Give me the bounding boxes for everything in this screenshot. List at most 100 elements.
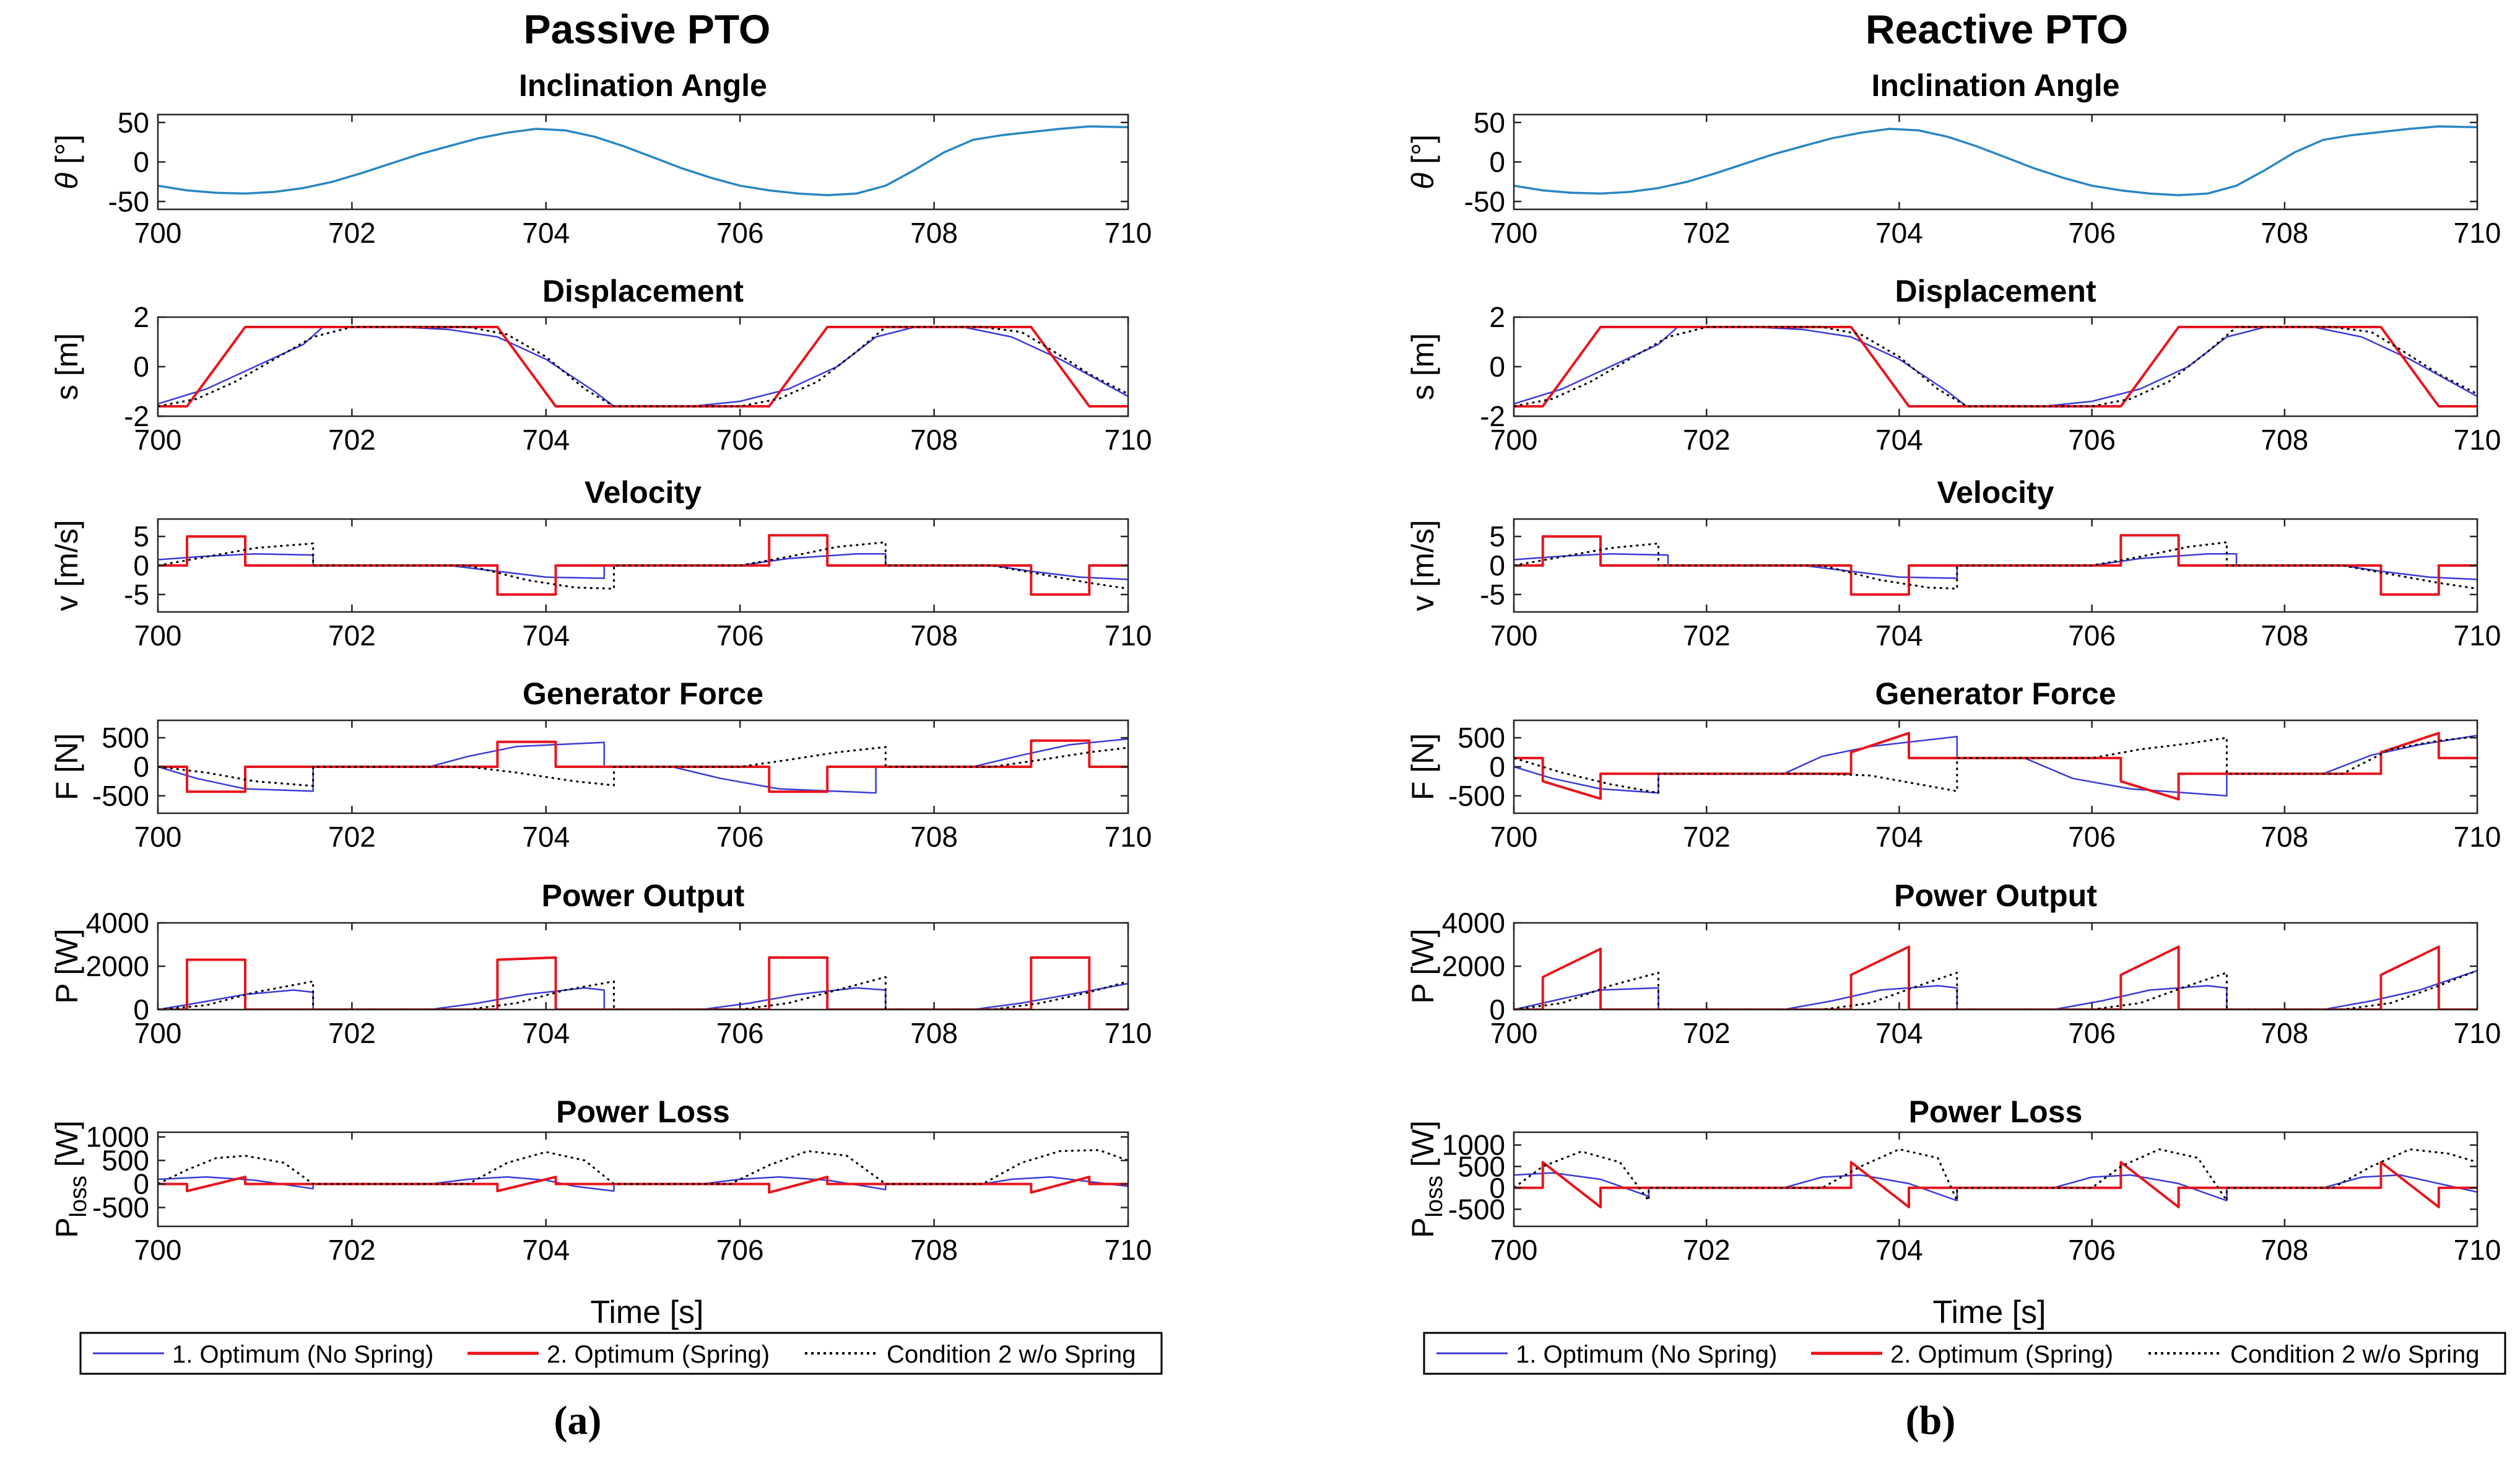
series-line	[1514, 1148, 2477, 1202]
y-tick-label: 50	[1474, 107, 1505, 139]
subplot-title: Velocity	[584, 475, 702, 510]
y-tick-label: 2000	[1442, 950, 1505, 982]
x-tick-label: 704	[1875, 217, 1923, 249]
x-tick-label: 700	[134, 1234, 182, 1266]
x-tick-label: 708	[2261, 1234, 2308, 1266]
series-line	[1514, 534, 2477, 596]
subplot-title: Power Output	[1894, 878, 2097, 913]
x-tick-label: 700	[134, 619, 182, 652]
panel-caption: (b)	[1906, 1398, 1956, 1443]
y-tick-label: 0	[133, 549, 149, 582]
x-tick-label: 706	[716, 217, 764, 249]
series-group	[1514, 1148, 2477, 1208]
x-tick-label: 704	[1875, 821, 1923, 853]
x-tick-label: 700	[134, 424, 182, 456]
x-tick-label: 702	[1683, 1234, 1731, 1266]
x-tick-label: 706	[2068, 1017, 2116, 1049]
series-line	[158, 541, 1128, 590]
x-tick-label: 710	[1105, 217, 1152, 249]
series-line	[158, 534, 1128, 596]
subplot-title: Power Loss	[1909, 1094, 2083, 1129]
x-tick-label: 710	[2454, 1017, 2501, 1049]
y-tick-label: -500	[1448, 1193, 1505, 1225]
y-tick-label: 0	[133, 351, 149, 383]
legend-label: Condition 2 w/o Spring	[2230, 1341, 2479, 1368]
x-tick-label: 706	[716, 619, 764, 652]
legend-label: 2. Optimum (Spring)	[1890, 1341, 2113, 1368]
x-tick-label: 702	[328, 217, 376, 249]
y-axis-label: s [m]	[50, 333, 84, 400]
x-tick-label: 704	[1875, 619, 1923, 652]
y-tick-label: 1000	[86, 1121, 149, 1153]
x-tick-label: 702	[1683, 821, 1731, 853]
series-line	[158, 746, 1128, 787]
x-tick-label: 702	[1683, 619, 1731, 652]
panel-caption: (a)	[554, 1398, 602, 1443]
series-group	[1514, 945, 2477, 1010]
y-tick-label: 0	[1489, 351, 1505, 383]
x-tick-label: 706	[2068, 619, 2116, 652]
series-group	[1514, 731, 2477, 801]
y-tick-label: 50	[118, 107, 149, 139]
x-tick-label: 710	[2454, 821, 2501, 853]
series-group	[1514, 534, 2477, 596]
y-axis-label: θ [°]	[1406, 134, 1440, 190]
series-group	[158, 326, 1128, 408]
y-tick-label: 0	[1489, 146, 1505, 178]
subplot-title: Displacement	[1895, 274, 2096, 308]
y-tick-label: 0	[133, 993, 149, 1026]
subplot: Displacement 700 702 704 706 708 710 -2 0 2 s [m]	[50, 274, 1152, 456]
x-tick-label: 706	[2068, 821, 2116, 853]
y-tick-label: -2	[124, 400, 149, 432]
y-tick-label: -500	[92, 1192, 149, 1224]
x-tick-label: 710	[2454, 619, 2501, 652]
legend-label: Condition 2 w/o Spring	[887, 1341, 1136, 1368]
x-tick-label: 706	[2068, 217, 2116, 249]
x-tick-label: 704	[1875, 1234, 1923, 1266]
subplot: Velocity 700 702 704 706 708 710 -505 v [m/s]	[50, 475, 1152, 652]
series-line	[1514, 326, 2477, 408]
x-tick-label: 702	[328, 424, 376, 456]
y-tick-label: 0	[1489, 1172, 1505, 1204]
subplot-title: Power Loss	[556, 1094, 730, 1129]
x-tick-label: 702	[1683, 217, 1731, 249]
panel-a: Passive PTO Time [s] 1. Optimum (No Spri…	[79, 6, 1163, 1443]
x-tick-label: 706	[716, 1234, 764, 1266]
series-line	[158, 326, 1128, 408]
subplot-title: Inclination Angle	[519, 68, 767, 103]
x-tick-label: 700	[1490, 1234, 1538, 1266]
subplot: Generator Force 700 702 704 706 708 710 -500050…	[1406, 676, 2501, 853]
y-tick-label: 0	[133, 751, 149, 783]
x-tick-label: 708	[910, 821, 958, 853]
x-tick-label: 700	[134, 821, 182, 853]
subplot: Power Loss 700 702 704 706 708 710 -50005001000…	[1406, 1094, 2501, 1266]
series-group	[158, 1149, 1128, 1194]
subplot: Power Output 700 702 704 706 708 710 0 2000 4000P…	[50, 878, 1152, 1049]
x-tick-label: 702	[328, 821, 376, 853]
series-group	[1514, 326, 2477, 408]
y-tick-label: -50	[1464, 185, 1505, 217]
subplot-title: Generator Force	[523, 676, 763, 711]
y-tick-label: 0	[133, 146, 149, 178]
x-tick-label: 710	[1105, 619, 1152, 652]
x-tick-label: 706	[716, 821, 764, 853]
x-tick-label: 710	[2454, 424, 2501, 456]
series-line	[158, 1149, 1128, 1185]
series-line	[158, 739, 1128, 793]
legend: 1. Optimum (No Spring) 2. Optimum (Sprin…	[1423, 1332, 2506, 1375]
subplot-title: Displacement	[542, 274, 744, 308]
y-tick-label: 0	[1489, 549, 1505, 582]
y-axis-label: F [N]	[50, 733, 84, 800]
y-tick-label: 2	[133, 301, 149, 333]
axes-box	[1513, 1131, 2479, 1228]
y-tick-label: -500	[92, 780, 149, 812]
x-tick-label: 706	[2068, 424, 2116, 456]
x-tick-label: 700	[1490, 424, 1538, 456]
y-axis-label: P [W]	[50, 928, 84, 1003]
y-tick-label: 4000	[1442, 907, 1505, 939]
series-line	[1514, 735, 2477, 794]
y-tick-label: -5	[1480, 578, 1505, 611]
x-tick-label: 704	[1875, 424, 1923, 456]
